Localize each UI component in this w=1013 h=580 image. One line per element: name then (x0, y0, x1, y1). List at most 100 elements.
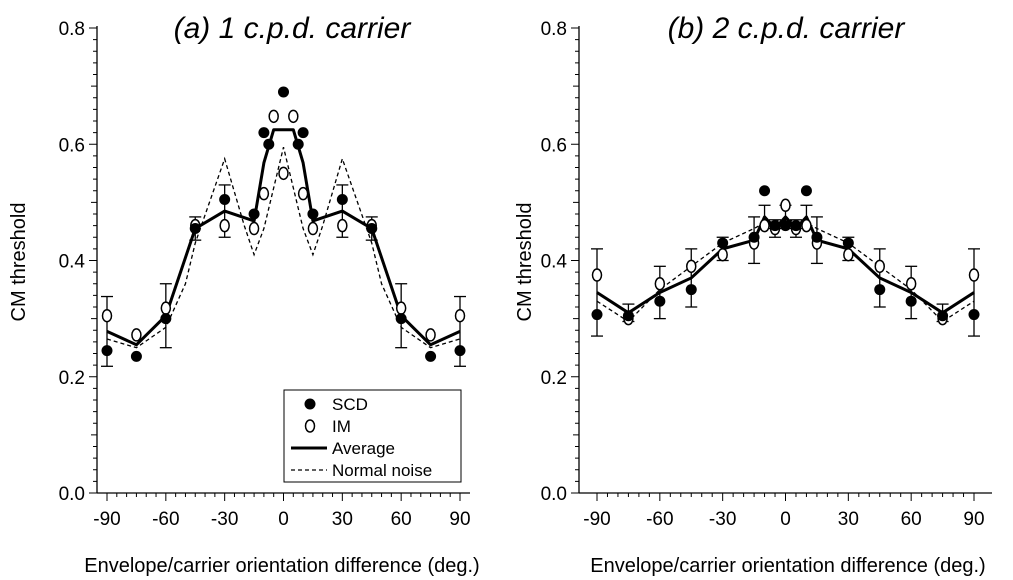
panel-a-scd-point (160, 313, 172, 325)
panel-b-scd-point (811, 231, 823, 243)
panel-a-scd-point (336, 193, 348, 205)
panel-a-scd-point (297, 127, 309, 139)
panel-b-y-tick-label: 0.2 (541, 368, 567, 389)
panel-a-scd-point (307, 208, 319, 220)
panel-b-im-point (654, 277, 666, 291)
panel-a-y-tick-label: 0.0 (59, 484, 85, 505)
panel-b-im-point (874, 259, 885, 274)
legend-scd-marker (304, 398, 316, 410)
panel-a-x-tick-label: 0 (278, 509, 289, 530)
panel-b-scd-point (591, 309, 603, 321)
panel-b-im-point (591, 268, 603, 282)
panel-a-im-point (258, 186, 270, 201)
panel-a-x-tick-label: 90 (449, 509, 470, 530)
panel-a-im-point (268, 109, 279, 124)
legend-average-label: Average (332, 439, 395, 458)
panel-a-scd-point (278, 86, 289, 98)
panel-a-im-point (307, 221, 319, 236)
panel-b-series-average (596, 215, 975, 315)
panel-a-scd-point (454, 345, 466, 357)
panel-a-im-point (131, 328, 142, 342)
panel-a-y-tick-label: 0.2 (59, 368, 85, 389)
panel-b-scd-point (685, 284, 697, 296)
legend-im-label: IM (332, 417, 351, 436)
panel-a-im-point (248, 221, 260, 236)
panel-a-im-point (454, 308, 466, 323)
panel-b-x-tick-label: 60 (901, 509, 922, 530)
panel-b-x-tick-label: -60 (646, 509, 673, 530)
panel-a-im-point (425, 328, 436, 342)
panel-b-scd-point (937, 310, 949, 322)
panel-b-im-point (717, 247, 728, 262)
legend-normal-noise-label: Normal noise (332, 461, 432, 480)
panel-b-im-point (801, 218, 812, 233)
panel-a-im-point (288, 109, 299, 124)
panel-a-scd-point (292, 138, 304, 150)
panel-a: (a) 1 c.p.d. carrier Envelope/carrier or… (8, 12, 480, 577)
panel-b-title: (b) 2 c.p.d. carrier (668, 12, 906, 45)
panel-b-scd-point (748, 231, 760, 243)
panel-a-y-tick-label: 0.6 (59, 135, 85, 156)
panel-a-scd-point (366, 223, 378, 235)
panel-b-x-tick-label: -90 (583, 509, 610, 530)
panel-b-scd-point (780, 220, 791, 232)
panel-b-y-tick-label: 0.0 (541, 484, 567, 505)
panel-a-im-point (297, 186, 309, 201)
panel-b-series-normal-noise (596, 219, 975, 323)
panel-a-scd-point (248, 208, 260, 220)
panel-a-scd-point (258, 127, 270, 139)
panel-a-scd-point (101, 345, 113, 357)
panel-a-x-tick-label: -90 (93, 509, 120, 530)
panel-b-im-point (759, 218, 770, 233)
panel-a-x-tick-label: -60 (152, 509, 179, 530)
panel-a-y-axis-label: CM threshold (8, 203, 30, 322)
panel-b-im-point (968, 268, 980, 282)
panel-b-x-axis-label: Envelope/carrier orientation difference … (590, 555, 985, 577)
panel-a-x-tick-label: -30 (211, 509, 238, 530)
panel-b-x-tick-label: 0 (780, 509, 791, 530)
panel-b-scd-point (790, 220, 802, 232)
panel-b-im-point (905, 277, 917, 291)
panel-b-y-tick-label: 0.4 (541, 252, 568, 273)
panel-b-x-tick-label: 30 (838, 509, 859, 530)
legend: SCD IM Average Normal noise (283, 389, 462, 483)
panel-a-scd-point (130, 350, 142, 362)
panel-b-x-tick-label: -30 (709, 509, 736, 530)
panel-b-scd-point (654, 295, 666, 307)
panel-a-im-point (219, 218, 230, 233)
panel-b-scd-point (905, 295, 917, 307)
panel-b-scd-point (622, 310, 634, 322)
panel-b-scd-point (769, 220, 781, 232)
panel-b-y-tick-label: 0.6 (541, 135, 567, 156)
panel-a-series-normal-noise (106, 147, 461, 349)
panel-b-im-point (780, 198, 791, 213)
panel-b-x-tick-label: 90 (963, 509, 984, 530)
panel-a-y-tick-label: 0.4 (59, 252, 86, 273)
panel-a-scd-point (425, 350, 437, 362)
panel-a-im-point (337, 218, 348, 233)
panel-b-scd-point (717, 237, 729, 249)
panel-a-scd-point (189, 223, 201, 235)
panel-b-y-tick-label: 0.8 (541, 19, 567, 40)
panel-a-x-tick-label: 30 (332, 509, 353, 530)
panel-a-series-average (106, 128, 461, 347)
panel-b-scd-point (759, 185, 771, 197)
panel-a-im-point (160, 301, 172, 315)
panel-b-im-point (843, 247, 854, 262)
panel-b-scd-point (874, 284, 886, 296)
panel-a-x-axis-label: Envelope/carrier orientation difference … (84, 555, 479, 577)
legend-scd-label: SCD (332, 395, 368, 414)
panel-b-im-point (686, 259, 697, 274)
panel-a-scd-point (263, 138, 275, 150)
panel-b-scd-point (968, 309, 980, 321)
panel-a-y-tick-label: 0.8 (59, 19, 85, 40)
panel-a-im-point (395, 301, 407, 315)
panel-a-im-point (278, 166, 289, 181)
panel-a-title: (a) 1 c.p.d. carrier (174, 12, 412, 45)
panel-a-scd-point (395, 313, 407, 325)
panel-b: (b) 2 c.p.d. carrier Envelope/carrier or… (514, 12, 992, 577)
panel-b-scd-point (842, 237, 854, 249)
panel-a-im-point (101, 308, 113, 323)
panel-b-y-axis-label: CM threshold (514, 203, 536, 322)
